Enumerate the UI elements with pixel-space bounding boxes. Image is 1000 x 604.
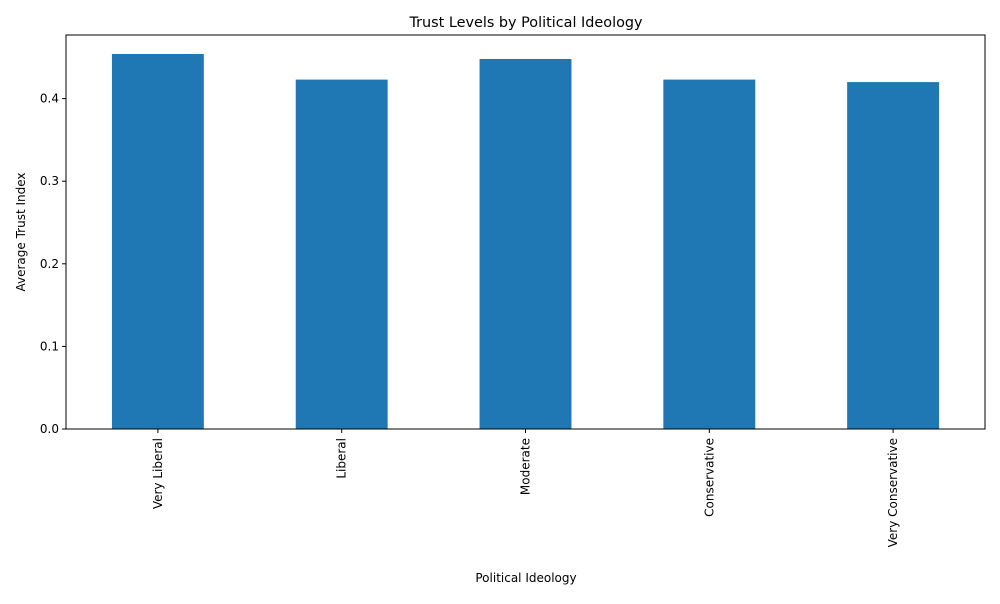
bar-liberal	[295, 79, 388, 429]
x-tick-label: Liberal	[335, 438, 349, 479]
y-axis-label: Average Trust Index	[14, 172, 28, 291]
x-tick-label: Very Conservative	[886, 438, 900, 547]
y-tick-label: 0.1	[40, 339, 59, 353]
y-tick-label: 0.3	[40, 174, 59, 188]
bars-group	[111, 54, 940, 429]
bar-conservative	[663, 79, 756, 429]
x-axis-ticks: Very Liberal Liberal Moderate Conservative V…	[151, 429, 900, 547]
bar-very-liberal	[111, 54, 204, 429]
x-tick-label: Conservative	[702, 438, 716, 517]
x-axis-label: Political Ideology	[475, 571, 576, 585]
bar-very-conservative	[847, 82, 940, 429]
y-tick-label: 0.2	[40, 257, 59, 271]
y-tick-label: 0.4	[40, 92, 59, 106]
plot-frame	[65, 34, 986, 430]
x-tick-label: Moderate	[519, 438, 533, 495]
x-tick-label: Very Liberal	[151, 438, 165, 509]
chart-title: Trust Levels by Political Ideology	[408, 15, 643, 31]
y-tick-label: 0.0	[40, 422, 59, 436]
bar-moderate	[479, 58, 572, 429]
y-axis-ticks: 0.0 0.1 0.2 0.3 0.4	[40, 92, 66, 436]
